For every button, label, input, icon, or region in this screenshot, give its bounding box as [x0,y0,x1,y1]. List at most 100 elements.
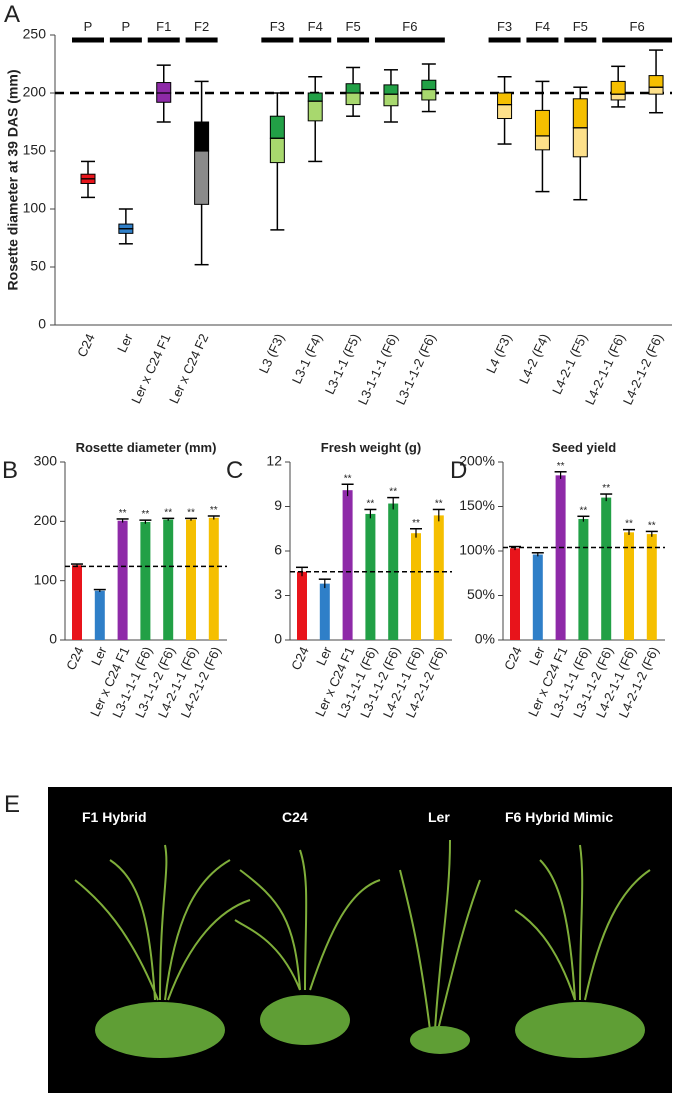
bar [624,532,634,640]
box-lower [497,104,513,120]
y-tick-label: 200 [23,84,47,100]
bar [342,490,353,640]
box-upper [118,223,134,230]
significance-label: ** [580,505,588,516]
bar [72,565,82,640]
x-tick-label: L4-2-1 (F5) [549,331,590,396]
plant-stems [74,844,251,1001]
generation-label: P [122,19,131,34]
generation-label: F6 [402,19,417,34]
box-upper [194,121,210,152]
bar [163,519,174,640]
x-tick-label: Ler [88,644,110,668]
bar [388,503,399,640]
y-tick-label: 0 [274,631,282,647]
x-tick-label: C24 [288,644,312,672]
x-tick-label: L3 (F3) [256,331,287,375]
panel-letter: D [450,457,467,484]
y-tick-label: 50 [30,258,46,274]
significance-label: ** [367,498,375,509]
x-tick-label: L3-1-1-1 (F6) [355,331,401,407]
bar [117,520,128,640]
generation-label: F4 [535,19,550,34]
box-lower [269,137,285,164]
significance-label: ** [187,507,195,518]
y-tick-label: 100% [459,542,495,558]
box-upper [156,82,172,94]
y-tick-label: 0% [475,631,495,647]
generation-label: F3 [497,19,512,34]
photo-label: C24 [282,809,308,825]
y-tick-label: 12 [266,453,282,469]
y-tick-label: 50% [467,586,495,602]
bar [319,583,330,640]
rosette [260,995,350,1045]
box-upper [383,84,399,95]
generation-label: F5 [573,19,588,34]
significance-label: ** [412,518,420,529]
bar [186,519,196,640]
x-tick-label: Ler x C24 F1 [128,331,173,405]
significance-label: ** [119,508,127,519]
generation-label: F6 [630,19,645,34]
y-tick-label: 200% [459,453,495,469]
box-upper [345,83,361,94]
chart-title: Fresh weight (g) [321,440,421,455]
box-lower [383,93,399,107]
chart-title: Rosette diameter (mm) [76,440,217,455]
y-axis-label: Rosette diameter at 39 DAS (mm) [5,70,21,291]
box-upper [421,79,437,91]
y-tick-label: 3 [274,586,282,602]
box-upper [648,75,664,88]
panel-letter: E [4,791,20,818]
plants [74,839,651,1031]
y-tick-label: 100 [34,571,58,587]
box-upper [572,98,588,129]
plant-stems [234,849,381,991]
x-tick-label: Ler x C24 F2 [166,331,211,405]
box-lower [156,92,172,103]
bar [411,533,421,640]
y-tick-label: 300 [34,453,58,469]
rosette [410,1026,470,1054]
significance-label: ** [602,483,610,494]
box-upper [534,109,550,137]
bar [646,534,657,640]
panel-letter: B [2,457,18,484]
significance-label: ** [648,520,656,531]
significance-label: ** [389,487,397,498]
significance-label: ** [625,519,633,530]
box-lower [345,92,361,106]
panel-letter: A [4,1,20,28]
photo-label: F1 Hybrid [82,809,147,825]
bar [601,497,612,640]
x-tick-label: C24 [74,331,98,359]
box-lower [194,150,210,205]
significance-label: ** [435,498,443,509]
plant-stems [514,844,651,1001]
y-tick-label: 150% [459,497,495,513]
rosette [515,1002,645,1058]
x-tick-label: L4-2-1-2 (F6) [620,331,666,407]
photo-label: Ler [428,809,450,825]
generation-label: F2 [194,19,209,34]
box-lower [648,86,664,95]
bar [532,554,543,640]
x-tick-label: C24 [501,644,525,672]
box-upper [80,173,96,180]
significance-label: ** [210,505,218,516]
bar [140,521,151,640]
x-tick-label: Ler [114,331,136,355]
y-tick-label: 6 [274,542,282,558]
significance-label: ** [164,507,172,518]
box-lower [610,93,626,101]
bar [365,513,376,640]
bar [297,571,307,640]
x-tick-label: L4-2-1-1 (F6) [582,331,628,407]
photo-label: F6 Hybrid Mimic [505,809,613,825]
box-lower [118,228,134,234]
box-lower [572,127,588,158]
x-tick-label: L3-1 (F4) [289,331,325,386]
bar [433,515,444,640]
y-tick-label: 0 [38,316,46,332]
